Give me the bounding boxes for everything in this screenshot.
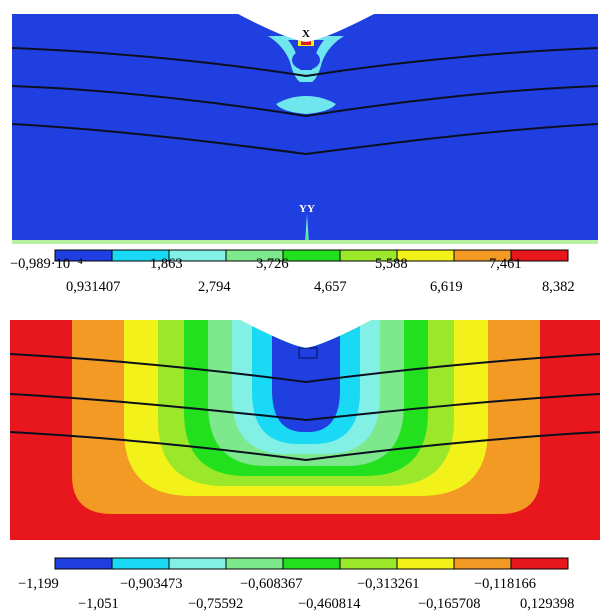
- legend-label: −0,460814: [298, 596, 361, 612]
- legend-label: 7,461: [489, 256, 522, 272]
- legend-label: −1,199: [18, 576, 59, 592]
- bottom-legend-labels: −1,199 −0,903473 −0,608367 −0,313261 −0,…: [18, 576, 574, 612]
- legend-label: 2,794: [198, 279, 231, 295]
- legend-swatch: [54, 557, 113, 570]
- top-legend-labels: −0,989·10⁻⁴ 1,863 3,726 5,588 7,461 0,93…: [10, 256, 575, 295]
- legend-label: 1,863: [150, 256, 183, 272]
- bottom-contour-field: [10, 320, 600, 540]
- top-legend-bar: [54, 249, 569, 262]
- legend-label: 0,129398: [520, 596, 574, 612]
- legend-label: 4,657: [314, 279, 347, 295]
- legend-swatch: [282, 557, 341, 570]
- legend-label: −0,903473: [120, 576, 183, 592]
- legend-label: 0,931407: [66, 279, 120, 295]
- legend-label: −0,989·10⁻⁴: [10, 256, 83, 272]
- legend-label: 6,619: [430, 279, 463, 295]
- legend-swatch: [282, 249, 341, 262]
- legend-swatch: [111, 557, 170, 570]
- legend-label: −0,608367: [240, 576, 303, 592]
- legend-swatch: [339, 557, 398, 570]
- legend-label: −1,051: [78, 596, 119, 612]
- legend-swatch: [396, 557, 455, 570]
- legend-label: −0,165708: [418, 596, 481, 612]
- top-contour-field: X YY: [12, 14, 598, 244]
- legend-label: 8,382: [542, 279, 575, 295]
- marker-label-top: X: [302, 28, 310, 40]
- legend-swatch: [510, 249, 569, 262]
- legend-swatch: [510, 557, 569, 570]
- bottom-legend-bar: [54, 557, 569, 570]
- legend-swatch: [225, 557, 284, 570]
- legend-swatch: [168, 557, 227, 570]
- legend-label: −0,75592: [188, 596, 243, 612]
- marker-label-bottom: YY: [299, 203, 315, 215]
- legend-label: −0,118166: [474, 576, 536, 592]
- legend-label: 5,588: [375, 256, 408, 272]
- legend-label: 3,726: [256, 256, 289, 272]
- legend-swatch: [453, 557, 512, 570]
- legend-label: −0,313261: [357, 576, 420, 592]
